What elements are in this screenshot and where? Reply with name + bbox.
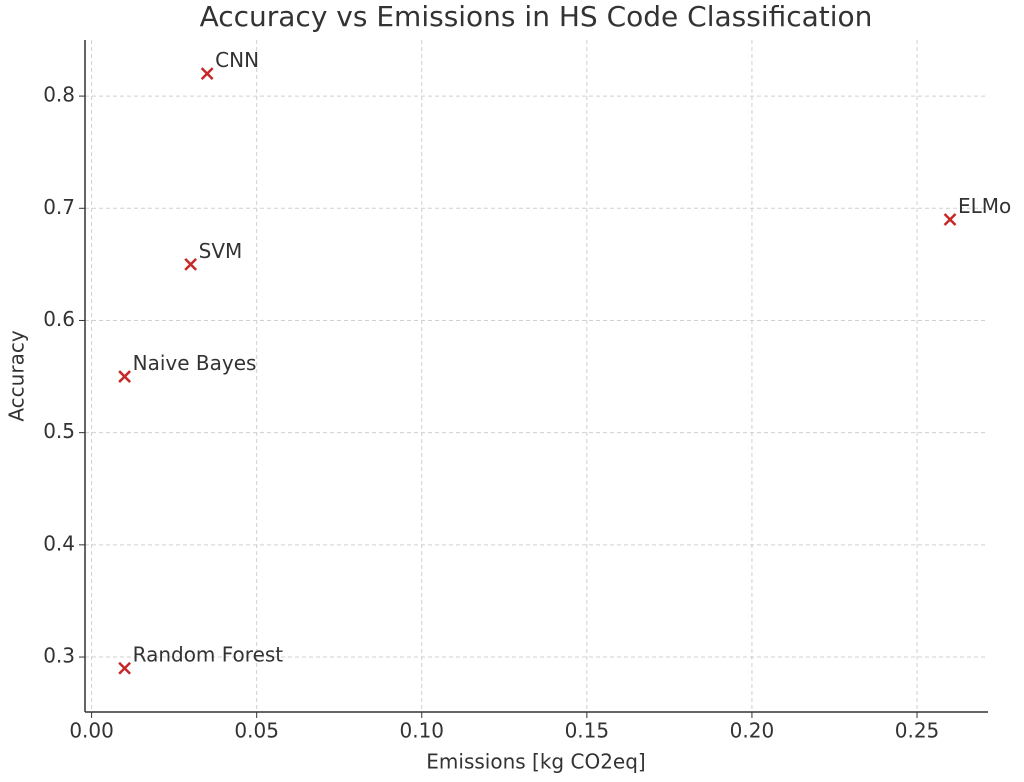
y-tick-label: 0.8 (43, 83, 75, 107)
x-tick-label: 0.05 (234, 719, 279, 743)
point-marker (200, 67, 214, 81)
y-tick-label: 0.3 (43, 644, 75, 668)
x-axis-label: Emissions [kg CO2eq] (426, 750, 645, 774)
x-tick-label: 0.00 (69, 719, 114, 743)
point-marker (118, 370, 132, 383)
point-label: Naive Bayes (133, 351, 257, 375)
x-tick-label: 0.25 (895, 719, 940, 743)
y-tick-label: 0.5 (43, 419, 75, 443)
x-tick-label: 0.15 (565, 719, 610, 743)
chart-title: Accuracy vs Emissions in HS Code Classif… (200, 0, 873, 33)
point-marker (184, 257, 198, 271)
point-label: ELMo (958, 194, 1011, 218)
point-marker (943, 213, 957, 226)
y-tick-label: 0.7 (43, 195, 75, 219)
point-label: Random Forest (133, 643, 284, 667)
x-tick-label: 0.10 (400, 719, 445, 743)
point-label: CNN (215, 48, 259, 72)
y-tick-label: 0.4 (43, 531, 75, 555)
x-tick-label: 0.20 (730, 719, 775, 743)
point-marker (118, 661, 132, 675)
point-label: SVM (199, 239, 243, 263)
y-axis-label: Accuracy (5, 330, 29, 421)
y-tick-label: 0.6 (43, 307, 75, 331)
